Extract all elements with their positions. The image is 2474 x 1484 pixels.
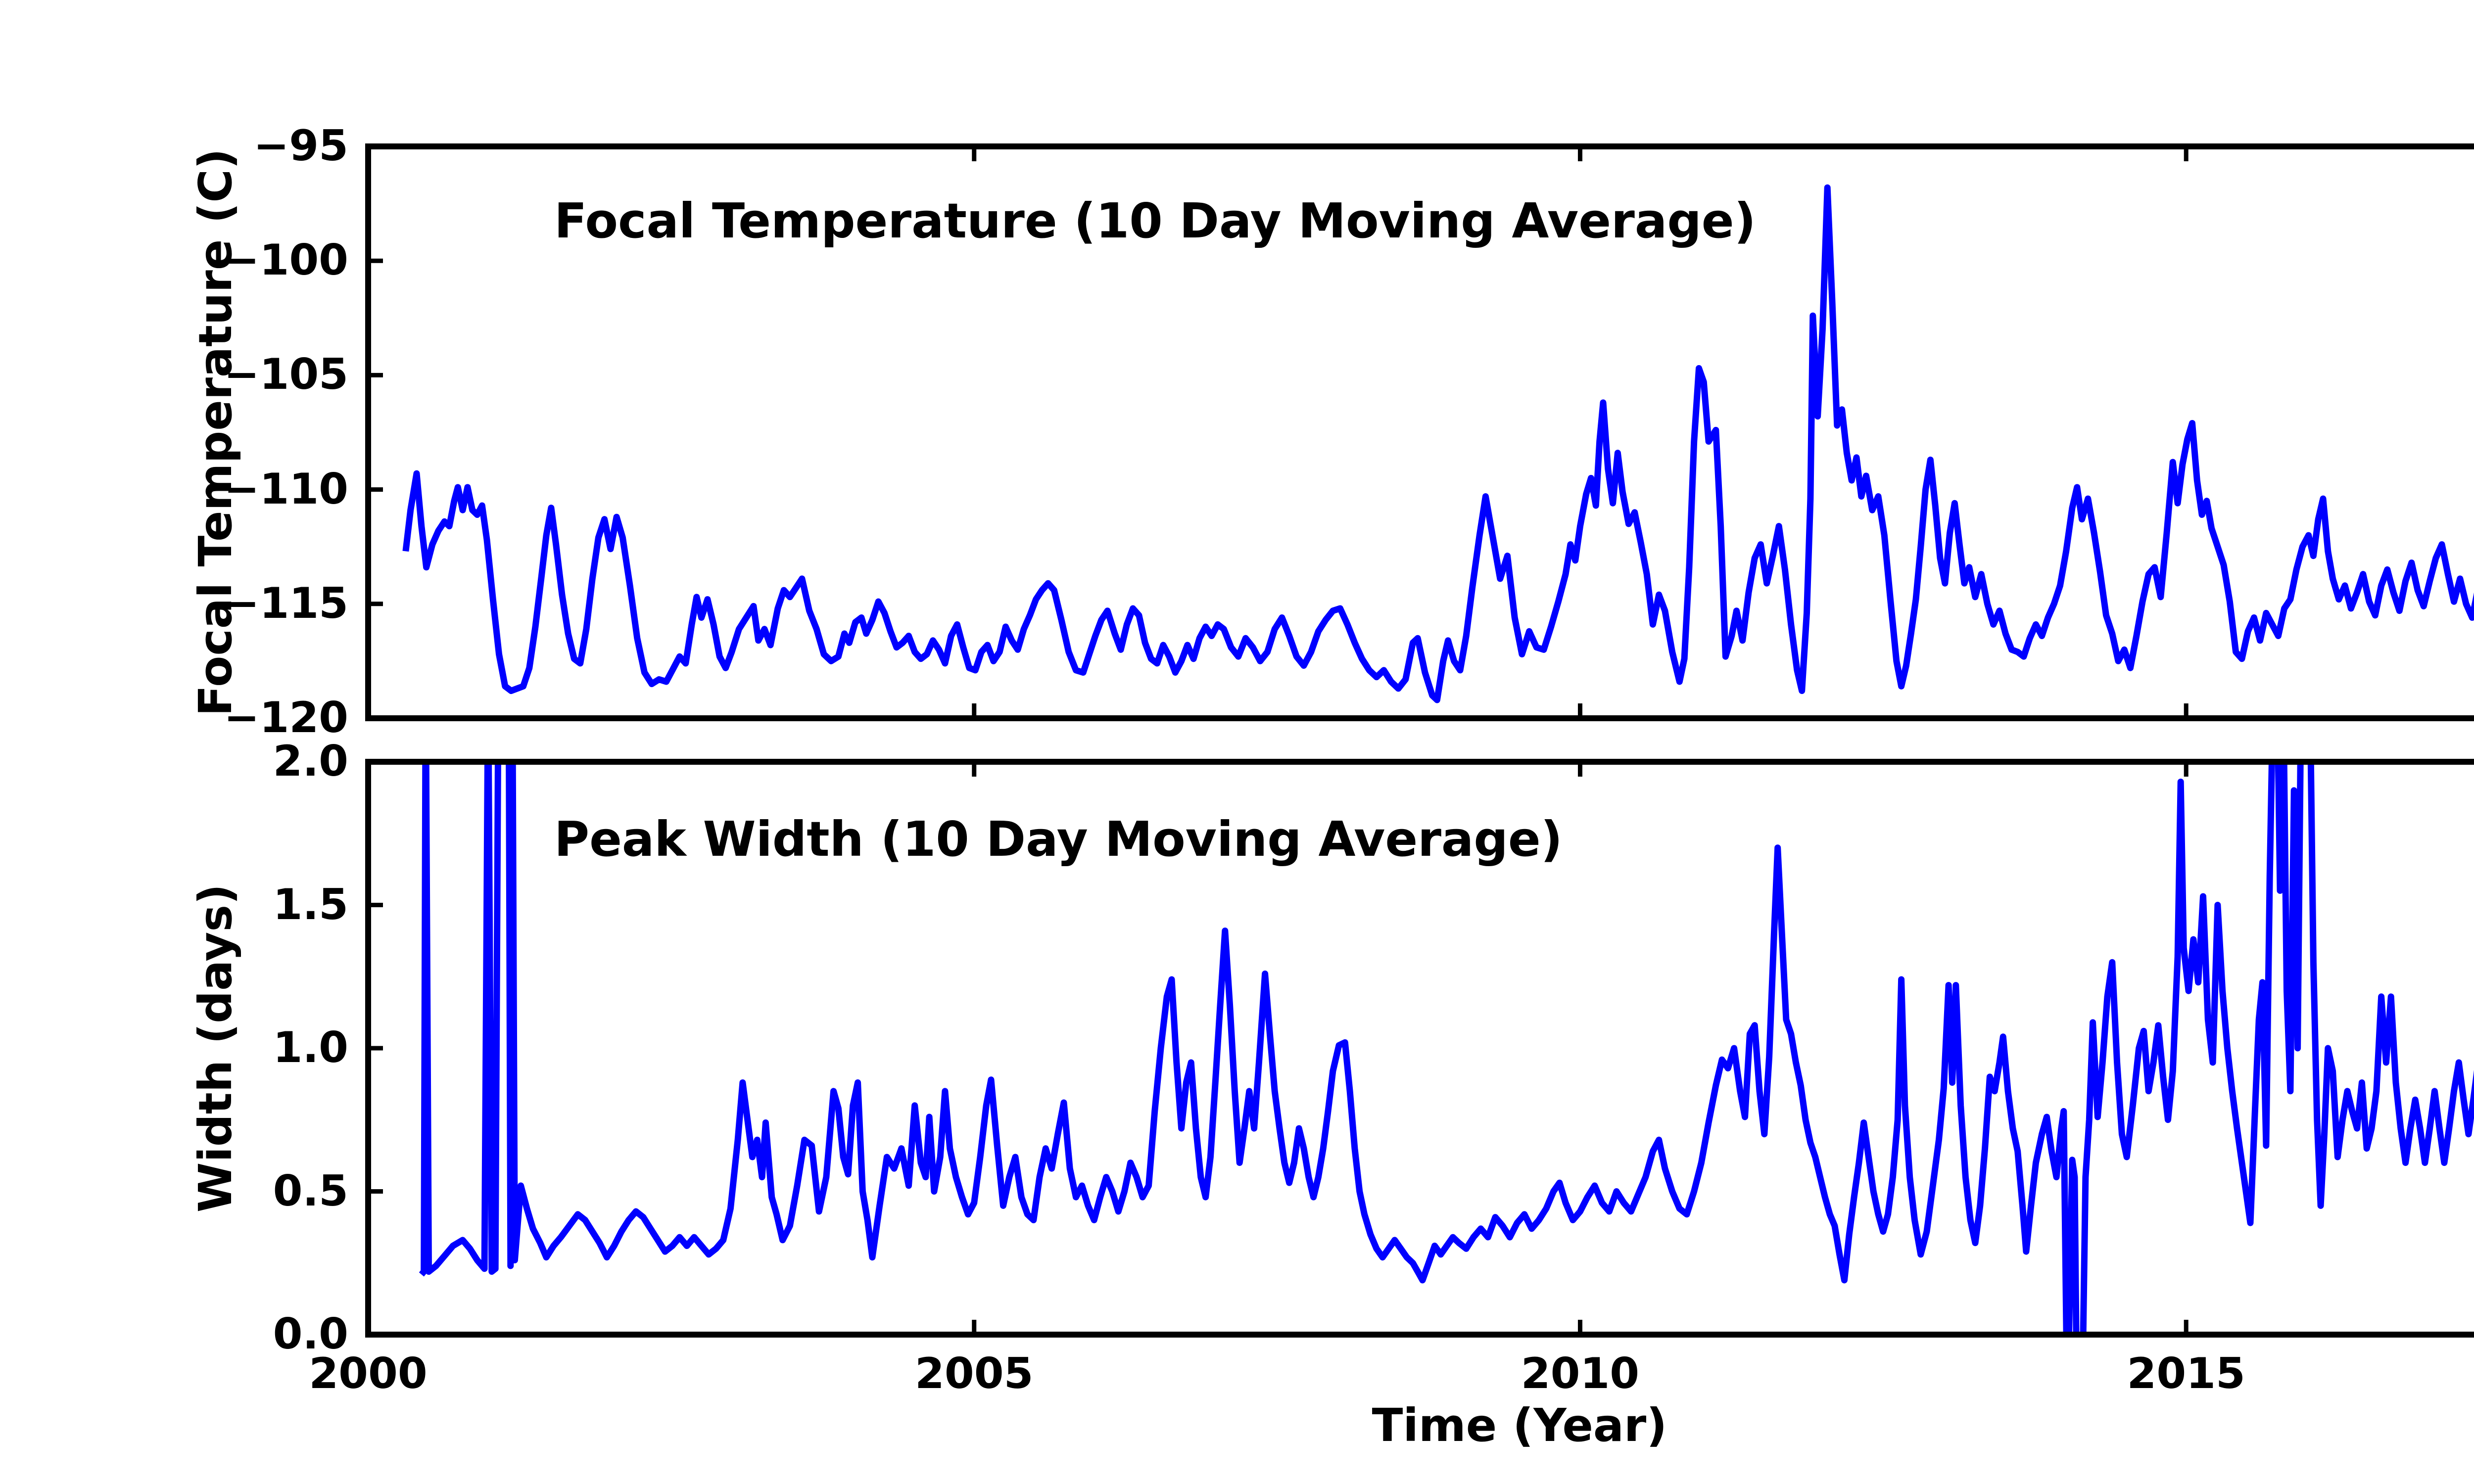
bottom-panel-title: Peak Width (10 Day Moving Average) [554, 811, 1563, 867]
y-tick-label: 2.0 [273, 737, 348, 786]
y-tick-label: 1.0 [273, 1023, 348, 1072]
x-tick-label: 2010 [1521, 1349, 1640, 1398]
top-panel-title: Focal Temperature (10 Day Moving Average… [554, 193, 1756, 249]
tick-marks-layer [366, 144, 2189, 1337]
y-tick-label: −100 [224, 235, 348, 285]
top-y-axis-label: Focal Temperature (C) [189, 148, 242, 716]
x-tick-label: 2000 [309, 1349, 428, 1398]
focal_temperature_c-line [402, 184, 2474, 703]
bottom-panel-frame [365, 759, 2474, 1338]
y-tick-label: 0.5 [273, 1166, 348, 1216]
data-lines-layer [402, 184, 2474, 1335]
x-axis-label: Time (Year) [1372, 1399, 1667, 1452]
y-tick-label: −110 [224, 464, 348, 514]
top-panel-frame [365, 143, 2474, 721]
y-tick-label: −95 [253, 121, 348, 171]
y-tick-label: 1.5 [273, 880, 348, 929]
y-tick-label: 0.0 [273, 1309, 348, 1359]
peak_width_days-line [419, 762, 2474, 1335]
x-tick-label: 2015 [2127, 1349, 2245, 1398]
y-tick-label: −115 [224, 578, 348, 628]
y-tick-label: −105 [224, 350, 348, 400]
x-tick-label: 2005 [915, 1349, 1034, 1398]
y-tick-label: −120 [224, 693, 348, 742]
